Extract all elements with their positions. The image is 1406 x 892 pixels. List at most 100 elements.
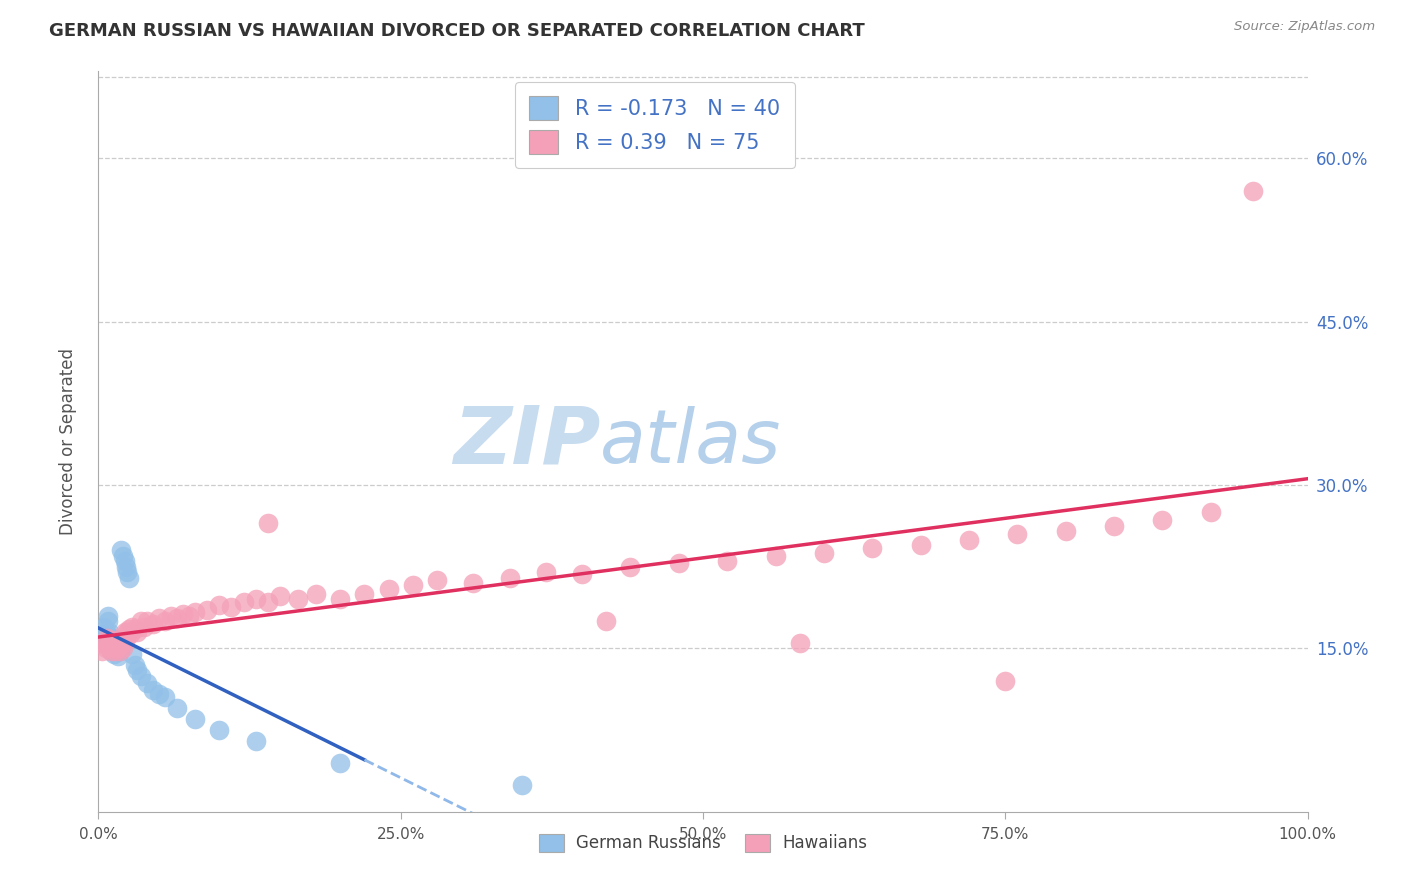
Point [135,676,157,690]
Point [103,636,125,650]
Point [994,674,1017,689]
Point [108,636,131,650]
Point [115,559,138,574]
Point [1102,519,1125,533]
Point [860,541,883,556]
Point [498,571,520,585]
Point [97,614,120,628]
Point [110,638,132,652]
Point [94,625,117,640]
Point [1152,513,1174,527]
Point [100,643,122,657]
Point [104,639,127,653]
Point [100,631,122,645]
Point [101,639,124,653]
Point [105,636,128,650]
Point [100,636,122,650]
Point [98,632,121,647]
Point [208,723,231,737]
Point [91,636,114,650]
Point [142,617,165,632]
Point [957,533,980,547]
Point [153,614,176,628]
Point [256,516,278,531]
Point [148,611,170,625]
Point [114,554,136,568]
Point [93,636,115,650]
Point [114,625,136,640]
Point [108,636,131,650]
Point [256,594,278,608]
Point [221,600,243,615]
Point [463,576,485,591]
Point [111,636,134,650]
Point [118,571,141,585]
Point [107,639,129,653]
Point [110,543,132,558]
Point [94,641,117,656]
Point [329,756,352,770]
Point [104,643,127,657]
Text: GERMAN RUSSIAN VS HAWAIIAN DIVORCED OR SEPARATED CORRELATION CHART: GERMAN RUSSIAN VS HAWAIIAN DIVORCED OR S… [49,22,865,40]
Point [142,682,165,697]
Point [103,647,125,661]
Point [426,573,449,587]
Point [510,777,533,791]
Point [153,690,176,705]
Point [619,559,641,574]
Point [124,657,146,672]
Point [166,611,188,625]
Point [96,631,118,645]
Point [910,538,932,552]
Point [534,565,557,579]
Point [402,578,425,592]
Point [716,554,738,568]
Text: Source: ZipAtlas.com: Source: ZipAtlas.com [1234,20,1375,33]
Point [184,606,207,620]
Point [108,643,131,657]
Point [1054,524,1077,538]
Point [135,614,157,628]
Point [118,627,141,641]
Y-axis label: Divorced or Separated: Divorced or Separated [59,348,77,535]
Point [118,622,141,636]
Point [127,625,149,640]
Point [208,598,231,612]
Point [115,631,138,645]
Point [111,549,134,563]
Point [100,636,122,650]
Point [571,567,593,582]
Point [1199,505,1222,519]
Point [98,625,121,640]
Point [353,587,375,601]
Point [117,625,139,640]
Point [111,641,134,656]
Point [127,663,149,677]
Point [108,643,131,657]
Point [124,622,146,636]
Point [305,587,328,601]
Point [117,565,139,579]
Point [765,549,787,563]
Point [100,641,122,656]
Legend: German Russians, Hawaiians: German Russians, Hawaiians [533,827,873,859]
Point [232,594,254,608]
Point [93,619,115,633]
Point [184,712,207,726]
Point [179,608,201,623]
Point [101,632,124,647]
Point [101,641,124,656]
Point [121,647,143,661]
Point [129,614,152,628]
Text: atlas: atlas [600,406,782,477]
Point [100,643,122,657]
Point [668,557,690,571]
Point [269,589,291,603]
Point [245,592,267,607]
Point [287,592,309,607]
Point [245,734,267,748]
Point [97,608,120,623]
Point [789,636,811,650]
Point [172,607,194,621]
Point [105,641,128,656]
